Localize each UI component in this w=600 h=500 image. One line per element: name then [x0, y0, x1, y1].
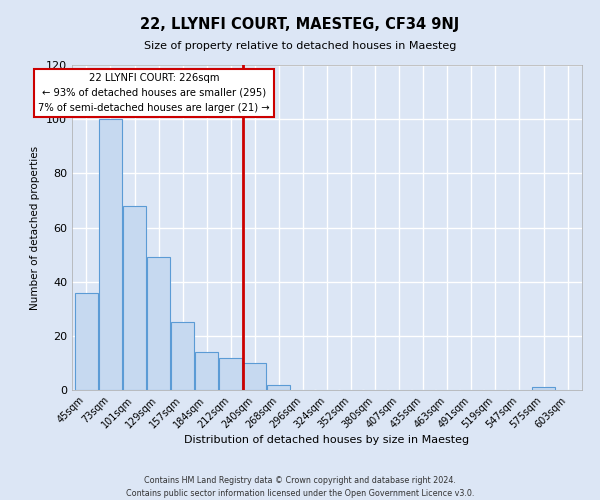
Bar: [75, 292, 98, 390]
Bar: [244, 363, 266, 390]
Text: Contains HM Land Registry data © Crown copyright and database right 2024.: Contains HM Land Registry data © Crown c…: [144, 476, 456, 485]
X-axis label: Distribution of detached houses by size in Maesteg: Distribution of detached houses by size …: [184, 436, 470, 446]
Text: Contains public sector information licensed under the Open Government Licence v3: Contains public sector information licen…: [126, 489, 474, 498]
Bar: [171, 322, 194, 390]
Bar: [195, 352, 218, 390]
Bar: [532, 388, 555, 390]
Bar: [147, 258, 170, 390]
Text: 22 LLYNFI COURT: 226sqm
← 93% of detached houses are smaller (295)
7% of semi-de: 22 LLYNFI COURT: 226sqm ← 93% of detache…: [38, 73, 269, 112]
Text: 22, LLYNFI COURT, MAESTEG, CF34 9NJ: 22, LLYNFI COURT, MAESTEG, CF34 9NJ: [140, 18, 460, 32]
Y-axis label: Number of detached properties: Number of detached properties: [31, 146, 40, 310]
Bar: [123, 206, 146, 390]
Text: Size of property relative to detached houses in Maesteg: Size of property relative to detached ho…: [144, 41, 456, 51]
Bar: [268, 384, 290, 390]
Bar: [99, 119, 122, 390]
Bar: [220, 358, 242, 390]
